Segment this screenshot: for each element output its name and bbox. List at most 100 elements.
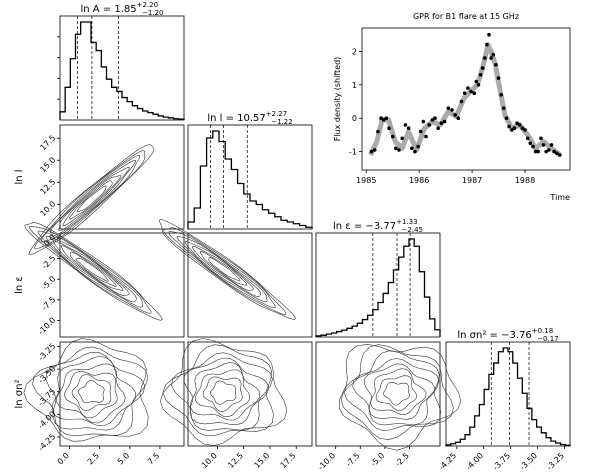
contour-line bbox=[69, 251, 117, 287]
row-axis-label: ln σn² bbox=[14, 380, 25, 409]
x-tick-label: -3.75 bbox=[491, 451, 512, 472]
gpr-x-tick-label: 1986 bbox=[409, 176, 429, 185]
data-point bbox=[427, 123, 432, 127]
contour-line bbox=[33, 150, 146, 250]
contour-line bbox=[340, 344, 454, 441]
data-point bbox=[552, 149, 556, 154]
axes-frame bbox=[315, 341, 441, 447]
x-tick-label: 15.0 bbox=[252, 451, 271, 470]
data-point bbox=[525, 136, 530, 141]
x-tick-label: -3.50 bbox=[518, 451, 539, 472]
contour-line bbox=[209, 380, 237, 405]
y-tick-label: -7.5 bbox=[40, 295, 57, 312]
data-point bbox=[421, 119, 426, 124]
gpr-x-tick-label: 1987 bbox=[462, 176, 482, 185]
data-point bbox=[418, 129, 423, 134]
histogram-steps bbox=[315, 238, 441, 337]
data-point bbox=[442, 119, 447, 124]
data-point bbox=[387, 126, 391, 130]
contour-panel-3-1: 10.0 12.5 15.0 17.5 bbox=[160, 338, 313, 470]
data-point bbox=[453, 113, 458, 117]
param-title: ln σn² = −3.76+0.18 −0.17 bbox=[457, 327, 558, 343]
contour-line bbox=[383, 381, 410, 406]
contour-line bbox=[176, 235, 268, 303]
contour-line bbox=[199, 251, 248, 286]
data-point bbox=[483, 56, 487, 60]
data-point bbox=[480, 66, 485, 70]
gpr-axes-frame bbox=[361, 27, 571, 171]
data-point bbox=[459, 99, 464, 104]
axes-frame bbox=[59, 232, 185, 338]
x-tick-label: 0.0 bbox=[56, 451, 71, 466]
axes-frame bbox=[315, 232, 441, 338]
axes-frame bbox=[59, 124, 185, 230]
data-point bbox=[433, 116, 437, 120]
data-point bbox=[410, 146, 414, 151]
y-tick-label: -3.75 bbox=[36, 387, 57, 408]
gpr-xlabel: Time bbox=[549, 193, 570, 202]
data-point bbox=[491, 52, 496, 57]
x-tick-label: 7.5 bbox=[146, 451, 161, 466]
gpr-ylabel: Flux density (shifted) bbox=[333, 57, 342, 142]
contour-line bbox=[37, 230, 143, 308]
data-point bbox=[541, 143, 546, 147]
data-point bbox=[390, 134, 395, 139]
data-point bbox=[476, 83, 481, 87]
x-tick-label: -3.25 bbox=[545, 451, 566, 472]
data-point bbox=[531, 144, 535, 149]
data-point bbox=[446, 106, 451, 110]
contour-line bbox=[45, 351, 146, 431]
contour-line bbox=[352, 358, 440, 426]
contour-line bbox=[28, 144, 155, 255]
y-tick-label: -10.0 bbox=[36, 316, 57, 337]
contour-line bbox=[343, 350, 442, 431]
contour-line bbox=[184, 241, 262, 298]
y-tick-label: 10.0 bbox=[38, 199, 57, 218]
data-point bbox=[456, 116, 461, 120]
data-point bbox=[381, 118, 386, 122]
contour-panel-3-0: 0.0 2.5 5.0 7.5 bbox=[23, 338, 185, 466]
data-point bbox=[523, 128, 527, 132]
contour-line bbox=[364, 363, 435, 420]
x-tick-label: -4.00 bbox=[464, 451, 485, 472]
data-point bbox=[424, 134, 428, 139]
data-point bbox=[528, 141, 533, 146]
data-point bbox=[504, 116, 509, 120]
row-axis-label: ln l bbox=[14, 169, 25, 184]
contour-line bbox=[50, 159, 137, 235]
contour-line bbox=[168, 231, 276, 308]
gpr-x-tick-label: 1988 bbox=[515, 176, 535, 185]
y-tick-label: -5.0 bbox=[40, 274, 57, 291]
axes-frame bbox=[445, 341, 571, 447]
contour-line bbox=[29, 225, 152, 314]
axes-frame bbox=[187, 124, 313, 230]
data-point bbox=[494, 63, 498, 67]
contour-line bbox=[45, 235, 137, 303]
contour-line bbox=[78, 380, 105, 404]
data-point bbox=[510, 128, 514, 132]
data-point bbox=[489, 56, 493, 60]
contour-line bbox=[58, 166, 130, 232]
contour-panel-1-0 bbox=[28, 124, 185, 255]
y-tick-label: 12.5 bbox=[38, 177, 57, 196]
x-tick-label: 5.0 bbox=[116, 451, 131, 466]
data-point bbox=[555, 151, 559, 156]
data-point bbox=[544, 149, 548, 154]
axes-frame bbox=[187, 232, 313, 338]
contour-line bbox=[163, 227, 287, 316]
param-title: ln ε = −3.77+1.33 −2.45 bbox=[333, 218, 423, 234]
data-point bbox=[406, 126, 411, 130]
data-point bbox=[485, 42, 489, 47]
hist-panel-0: ln A = 1.85+2.20 −1.20 bbox=[59, 1, 185, 121]
data-point bbox=[394, 146, 398, 151]
data-point bbox=[397, 148, 401, 152]
data-point bbox=[515, 121, 519, 125]
contour-line bbox=[76, 185, 107, 213]
axes-frame bbox=[59, 341, 185, 447]
data-point bbox=[512, 126, 517, 130]
gpr-x-tick-label: 1985 bbox=[356, 176, 376, 185]
data-point bbox=[436, 126, 441, 130]
data-point bbox=[478, 73, 483, 77]
data-point bbox=[539, 136, 543, 141]
